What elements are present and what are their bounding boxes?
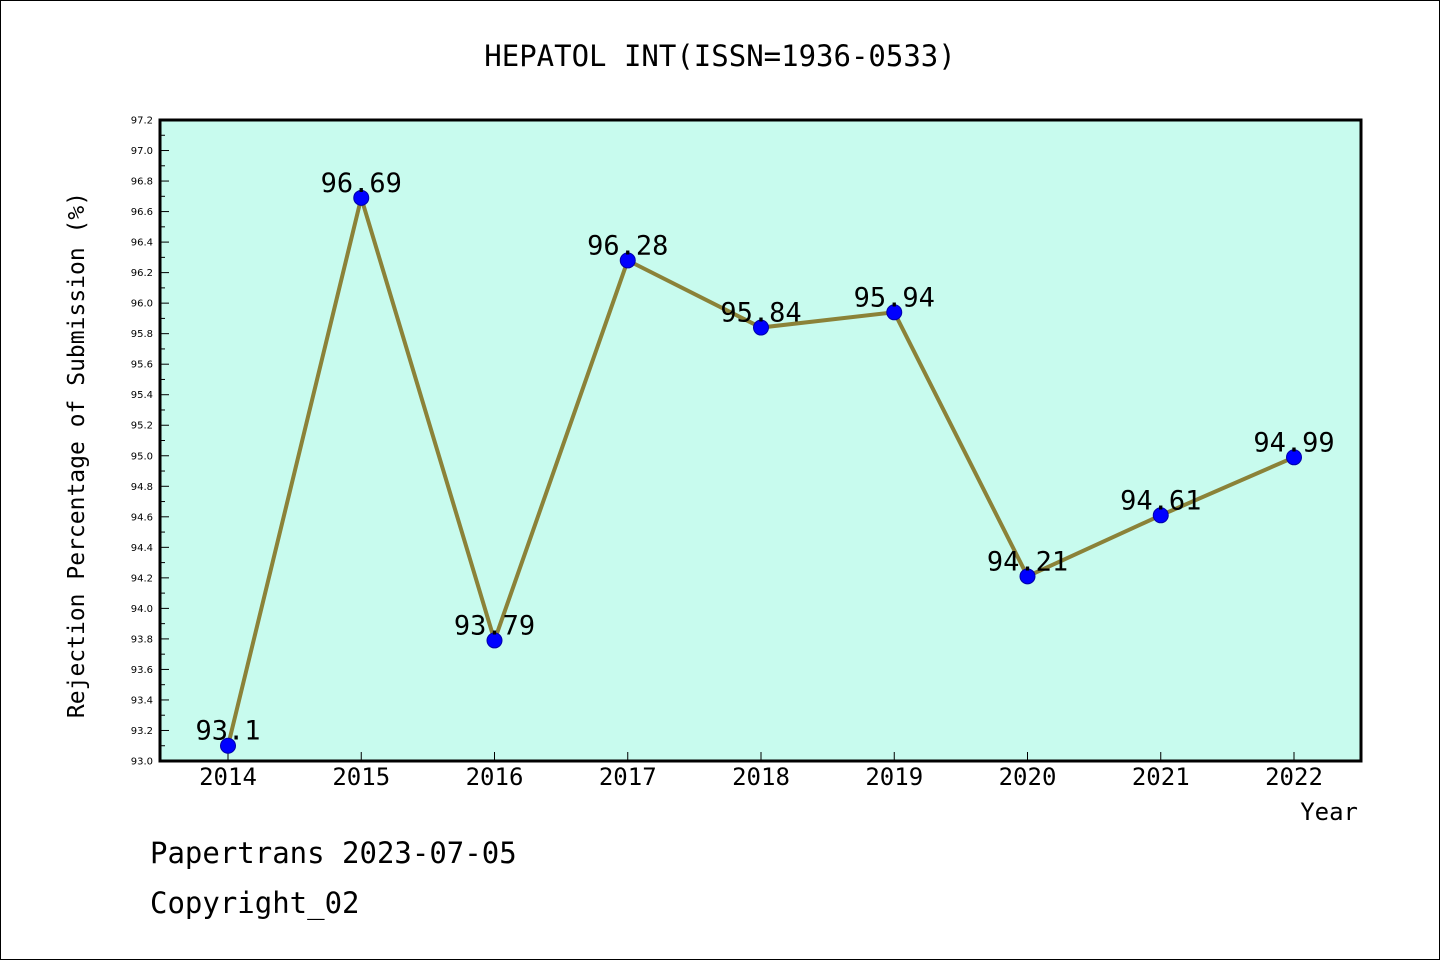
y-tick-label: 96.2: [131, 268, 153, 279]
data-point: [1152, 507, 1169, 524]
data-label: 93.79: [454, 610, 535, 641]
x-axis-labels: 2014 2015 2016 2017 2018 2019 2020 2021 2022: [199, 763, 1323, 791]
x-tick-label: 2020: [999, 763, 1057, 791]
chart-title: HEPATOL INT(ISSN=1936-0533): [484, 39, 955, 73]
y-tick-label: 96.0: [131, 299, 153, 310]
data-label: 94.21: [987, 546, 1068, 577]
y-tick-label: 96.6: [131, 207, 153, 218]
y-tick-label: 94.4: [131, 543, 153, 554]
data-label: 96.28: [587, 230, 668, 261]
data-point: [886, 304, 903, 321]
y-axis-labels: 93.0 93.2 93.4 93.6 93.8 94.0 94.2 94.4 94.6 94.8…: [131, 116, 153, 768]
data-point: [1286, 449, 1302, 466]
data-label: 94.99: [1253, 427, 1334, 458]
x-tick-label: 2019: [865, 763, 923, 791]
y-tick-label: 93.0: [131, 757, 153, 768]
x-tick-label: 2016: [466, 763, 524, 791]
y-tick-label: 95.4: [131, 390, 153, 401]
y-tick-label: 94.2: [131, 573, 153, 584]
y-tick-label: 97.0: [131, 146, 153, 157]
data-point: [753, 319, 769, 336]
data-labels: 93.1 96.69 93.79 96.28 95.84 95.94 94.21 94.61 9…: [195, 168, 1334, 747]
data-label: 95.84: [720, 298, 801, 329]
x-axis-ticks: [227, 752, 1295, 761]
y-tick-label: 95.2: [131, 421, 153, 432]
data-point: [486, 632, 503, 649]
data-point: [619, 252, 636, 269]
y-axis-ticks: [160, 119, 169, 762]
x-tick-label: 2021: [1132, 763, 1190, 791]
y-tick-label: 94.8: [131, 482, 153, 493]
y-tick-label: 94.6: [131, 512, 153, 523]
data-label: 94.61: [1120, 485, 1201, 516]
y-tick-label: 93.6: [131, 665, 153, 676]
data-point: [220, 737, 236, 754]
x-tick-label: 2017: [599, 763, 657, 791]
y-tick-label: 94.0: [131, 604, 153, 615]
data-label: 95.94: [854, 282, 935, 313]
y-tick-label: 96.8: [131, 177, 153, 188]
x-tick-label: 2022: [1265, 763, 1323, 791]
data-point: [1019, 568, 1036, 585]
x-tick-label: 2015: [332, 763, 390, 791]
data-label: 96.69: [321, 168, 402, 199]
y-tick-label: 95.6: [131, 360, 153, 371]
series-markers: [220, 189, 1302, 754]
y-tick-label: 97.2: [131, 116, 153, 127]
y-tick-label: 93.8: [131, 634, 153, 645]
x-tick-label: 2014: [199, 763, 257, 791]
footer-date: Papertrans 2023-07-05: [150, 836, 517, 870]
y-tick-label: 96.4: [131, 238, 153, 249]
y-tick-label: 93.2: [131, 726, 153, 737]
x-tick-label: 2018: [732, 763, 790, 791]
data-point: [353, 189, 370, 206]
data-label: 93.1: [195, 716, 260, 747]
y-tick-label: 95.0: [131, 451, 153, 462]
y-tick-label: 95.8: [131, 329, 153, 340]
plot-area: [158, 118, 1363, 763]
footer-copyright: Copyright_02: [150, 886, 360, 920]
y-tick-label: 93.4: [131, 695, 153, 706]
x-axis-title: Year: [1300, 798, 1358, 826]
y-axis-title: Rejection Percentage of Submission (%): [64, 192, 90, 718]
